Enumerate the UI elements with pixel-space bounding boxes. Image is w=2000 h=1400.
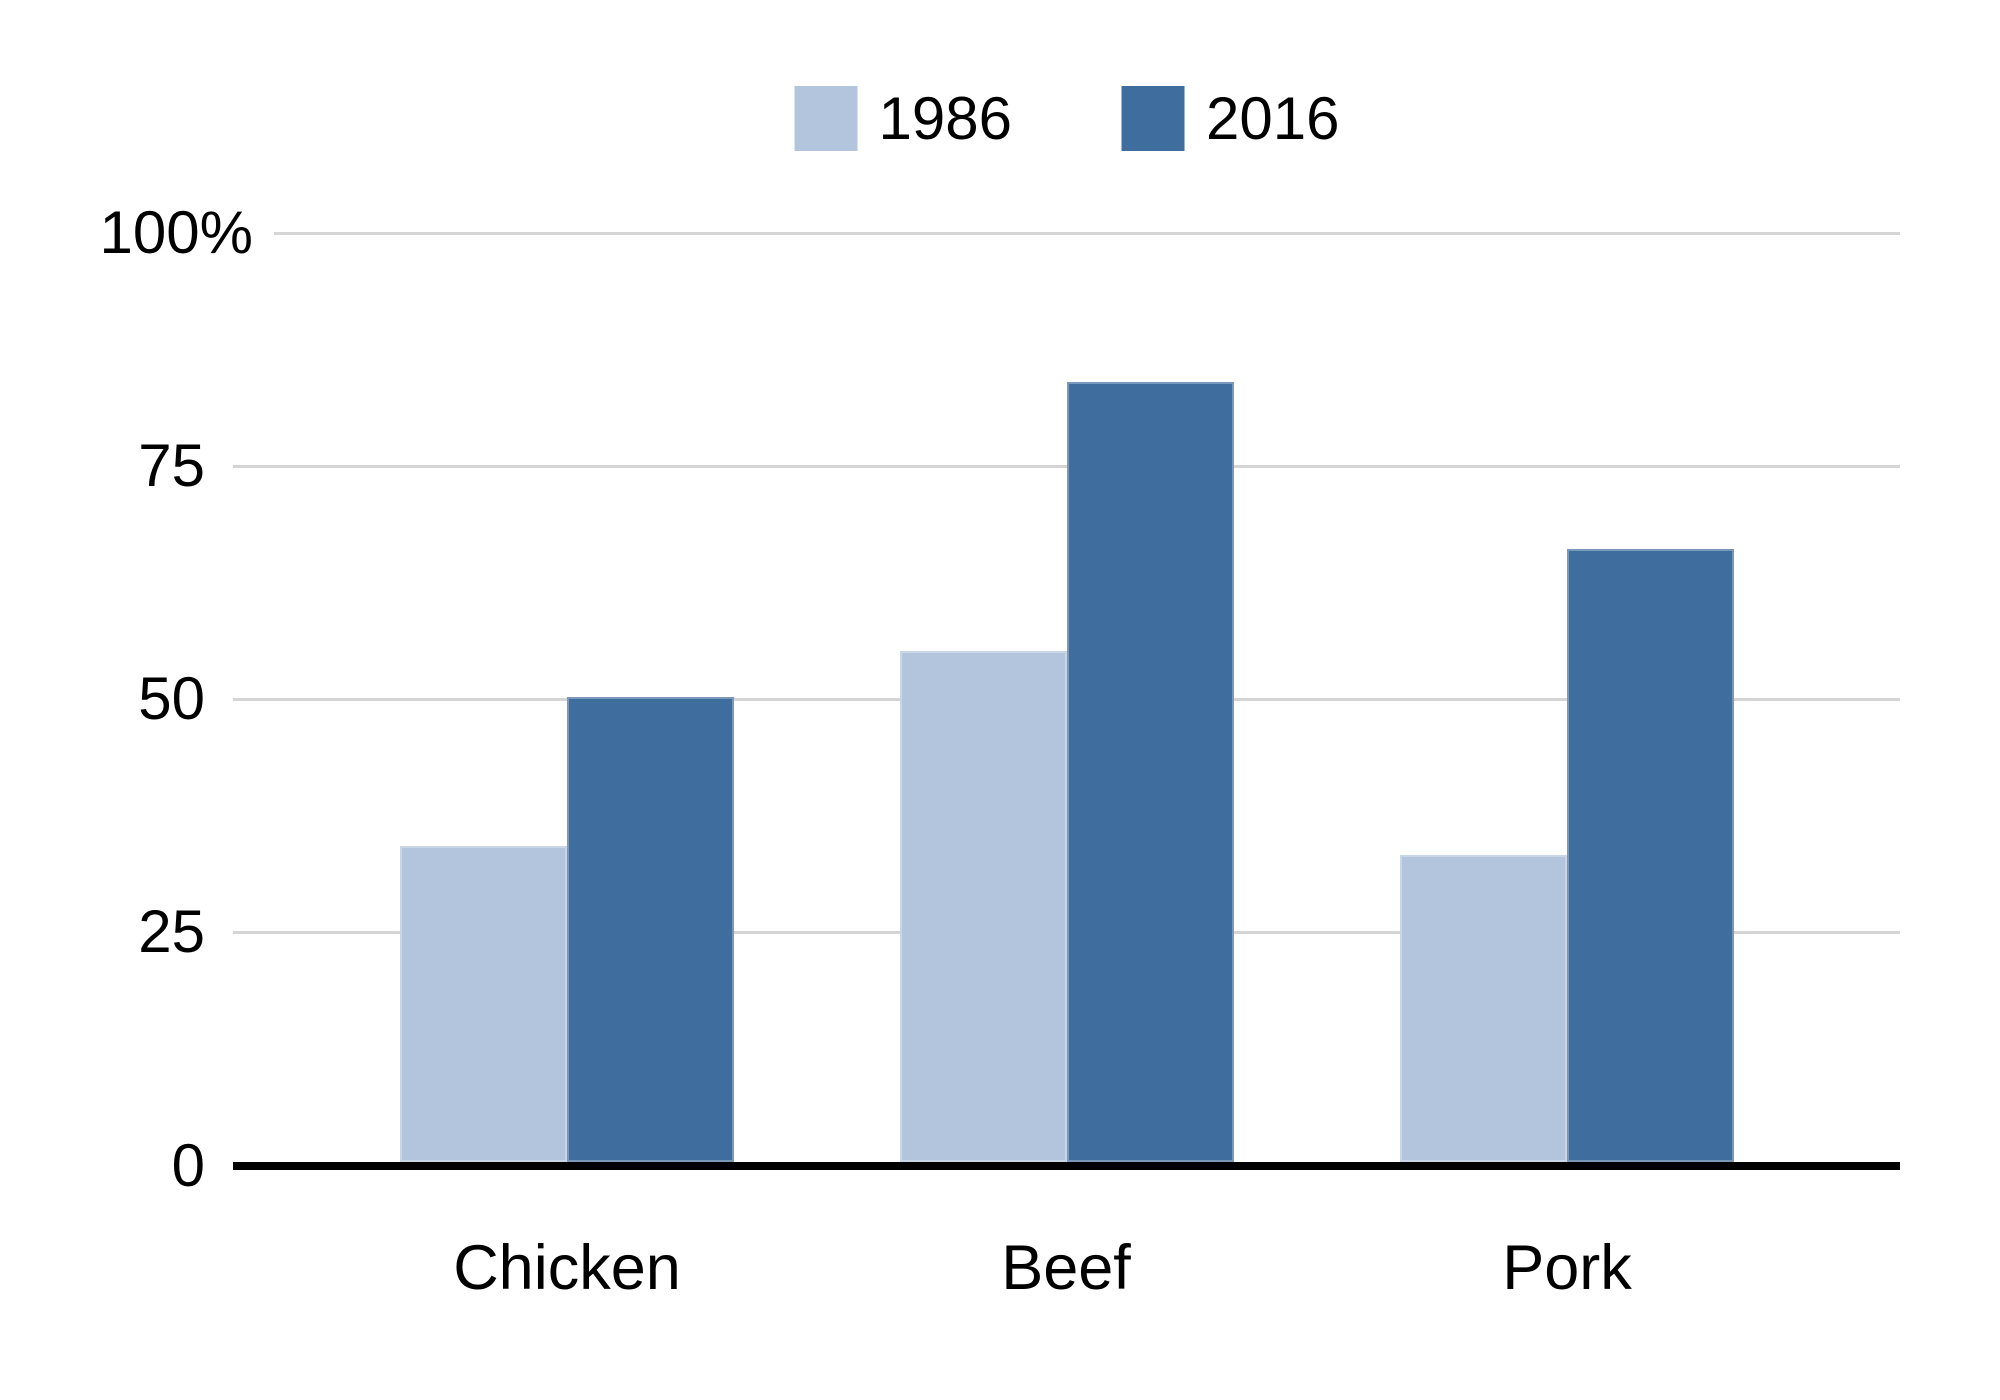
legend-swatch-1986	[794, 86, 858, 151]
bar-beef-2016	[1067, 382, 1234, 1162]
bar-group-pork	[1400, 233, 1734, 1162]
gridline-75	[233, 465, 1900, 468]
bar-pork-1986	[1400, 855, 1567, 1162]
bar-chicken-1986	[400, 846, 567, 1162]
bar-chicken-2016	[567, 697, 734, 1162]
legend-item-2016: 2016	[1122, 86, 1339, 151]
x-label-chicken: Chicken	[453, 1233, 681, 1303]
legend-label-1986: 1986	[878, 85, 1012, 152]
y-tick-label-0: 0	[171, 1132, 205, 1199]
y-tick-label-75: 75	[138, 432, 205, 499]
legend: 1986 2016	[794, 85, 1339, 152]
bar-group-beef	[900, 233, 1234, 1162]
x-label-beef: Beef	[1001, 1233, 1131, 1303]
y-tick-label-50: 50	[138, 665, 205, 732]
y-tick-label-25: 25	[138, 898, 205, 965]
x-axis-line	[233, 1162, 1900, 1170]
bar-beef-1986	[900, 651, 1067, 1162]
legend-label-2016: 2016	[1206, 85, 1340, 152]
x-label-pork: Pork	[1502, 1233, 1632, 1303]
bar-group-chicken	[400, 233, 734, 1162]
legend-item-1986: 1986	[794, 85, 1012, 152]
plot-area	[233, 233, 1900, 1162]
y-tick-label-100: 100%	[99, 199, 253, 266]
legend-swatch-2016	[1122, 86, 1185, 151]
bar-pork-2016	[1567, 549, 1734, 1162]
gridline-100	[274, 232, 1900, 235]
